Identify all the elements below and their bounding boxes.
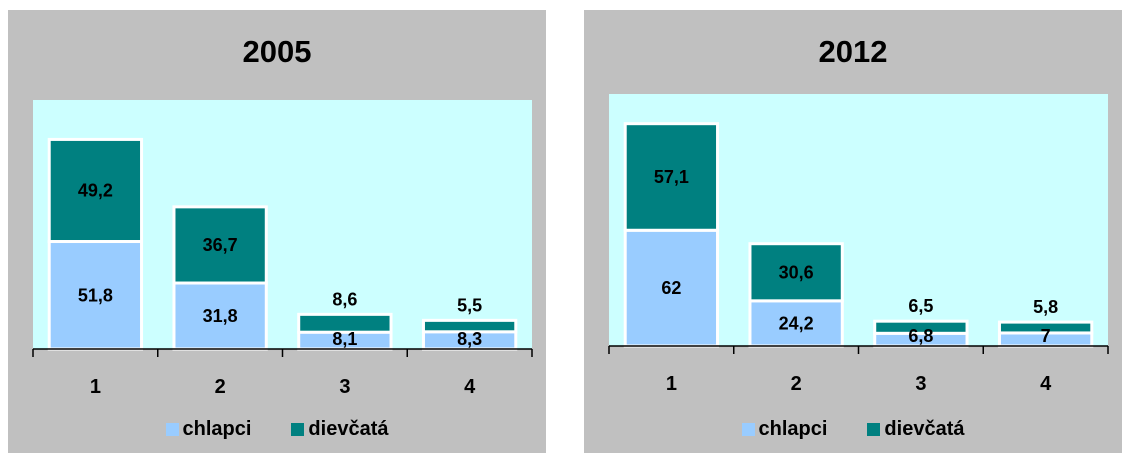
bar-1-dievčatá xyxy=(47,137,144,244)
bar-1-dievčatá xyxy=(623,122,720,232)
data-label: 8,1 xyxy=(332,329,357,349)
data-label: 7 xyxy=(1041,326,1051,346)
data-label: 31,8 xyxy=(203,306,238,326)
chart-title: 2005 xyxy=(242,34,312,69)
x-tick-label: 2 xyxy=(215,376,226,398)
bar-2-chlapci xyxy=(172,281,268,351)
legend: chlapci dievčatá xyxy=(8,418,546,441)
legend-item-chlapci: chlapci xyxy=(165,418,252,441)
data-label: 62 xyxy=(661,278,681,298)
chart-panel-2012: 2012 62 57,1 1 24,2 30,6 2 6,8 6,5 3 7 5,8 4 chlapc… xyxy=(584,10,1122,453)
x-tick-label: 3 xyxy=(915,373,926,395)
x-tick-label: 4 xyxy=(1040,373,1052,395)
x-tick-label: 1 xyxy=(666,373,677,395)
data-label: 5,8 xyxy=(1033,297,1058,317)
chart-svg-2005: 51,8 49,2 1 31,8 36,7 2 8,1 8,6 3 8,3 5,5 4 xyxy=(32,100,533,398)
data-label: 5,5 xyxy=(457,295,482,315)
data-label: 49,2 xyxy=(78,180,113,200)
legend-label: dievčatá xyxy=(308,418,389,440)
data-label: 6,8 xyxy=(908,326,933,346)
legend-swatch-chlapci xyxy=(741,423,755,436)
data-label: 24,2 xyxy=(779,313,814,333)
legend-swatch-dievcata xyxy=(291,423,305,436)
x-tick-label: 4 xyxy=(464,376,476,398)
data-label: 8,3 xyxy=(457,329,482,349)
bar-1-chlapci xyxy=(623,228,720,348)
bar-2-dievčatá xyxy=(172,205,268,285)
chart-title: 2012 xyxy=(818,34,888,69)
data-label: 30,6 xyxy=(779,262,814,282)
x-tick-label: 2 xyxy=(791,373,802,395)
legend-item-dievcata: dievčatá xyxy=(867,418,964,441)
bar-4-dievčatá xyxy=(997,320,1094,335)
legend-label: chlapci xyxy=(182,418,252,440)
bar-4-dievčatá xyxy=(421,318,518,334)
legend-item-chlapci: chlapci xyxy=(741,418,828,441)
legend: chlapci dievčatá xyxy=(584,418,1122,441)
bar-3-dievčatá xyxy=(873,319,969,335)
data-label: 6,5 xyxy=(908,296,933,316)
data-label: 57,1 xyxy=(654,167,689,187)
legend-swatch-dievcata xyxy=(867,423,881,436)
legend-label: dievčatá xyxy=(884,418,965,440)
legend-swatch-chlapci xyxy=(165,423,179,436)
data-label: 8,6 xyxy=(332,289,357,309)
bar-2-chlapci xyxy=(748,299,844,348)
x-tick-label: 1 xyxy=(90,376,101,398)
chart-panel-2005: 2005 51,8 49,2 1 31,8 36,7 2 8,1 8,6 3 8,3 5,5 4 ch… xyxy=(8,10,546,453)
data-label: 36,7 xyxy=(203,235,238,255)
bar-2-dievčatá xyxy=(748,242,844,303)
data-label: 51,8 xyxy=(78,285,113,305)
legend-label: chlapci xyxy=(758,418,828,440)
bar-3-dievčatá xyxy=(297,312,393,334)
chart-svg-2012: 62 57,1 1 24,2 30,6 2 6,8 6,5 3 7 5,8 4 xyxy=(608,94,1109,395)
legend-item-dievcata: dievčatá xyxy=(291,418,388,441)
x-tick-label: 3 xyxy=(339,376,350,398)
